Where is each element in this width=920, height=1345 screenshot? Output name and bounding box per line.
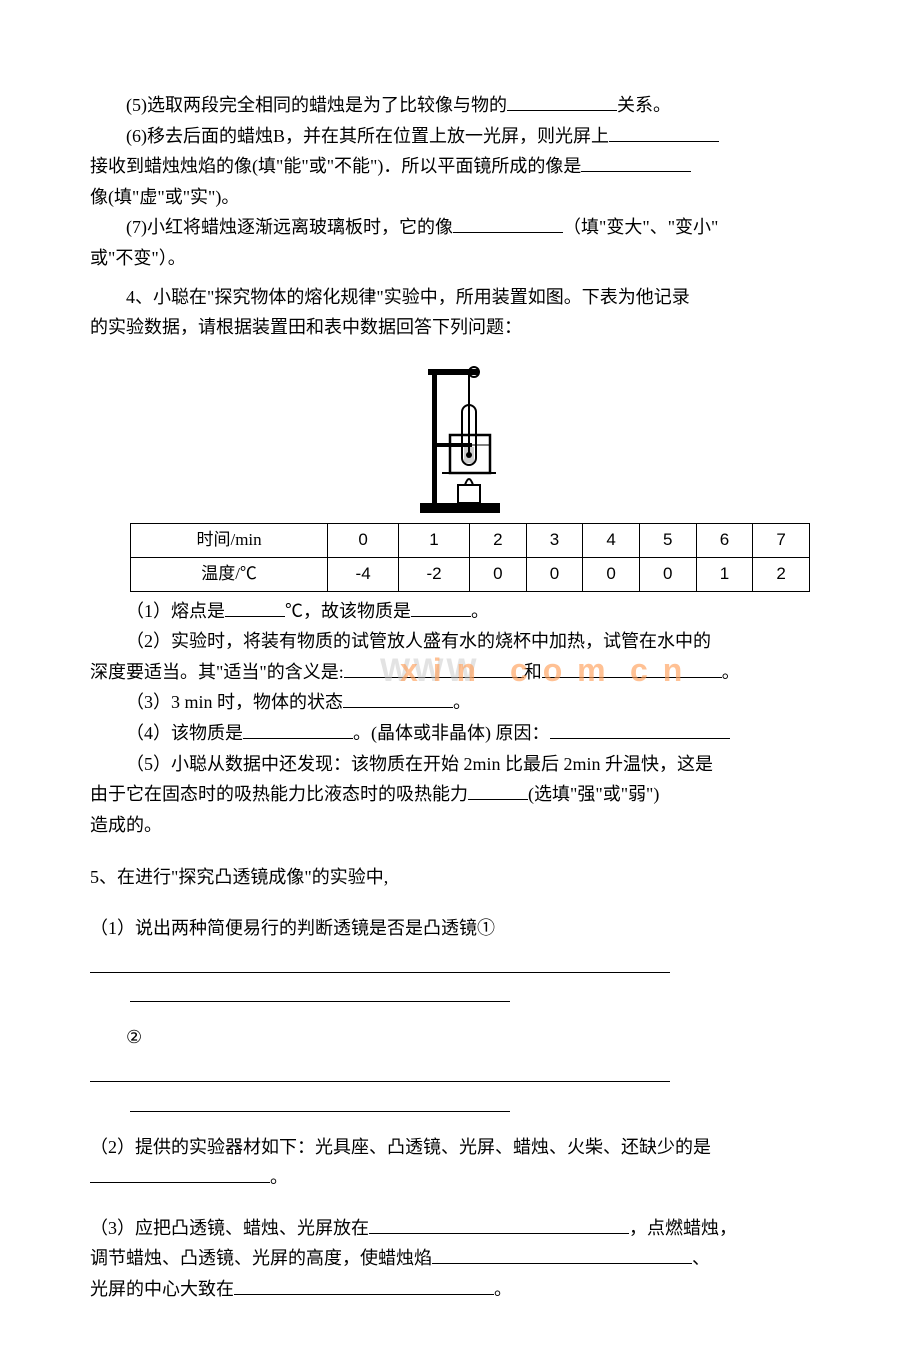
q5-3b: ，点燃蜡烛，	[629, 1218, 737, 1238]
q6a: (6)移去后面的蜡烛B，并在其所在位置上放一光屏，则光屏上	[126, 126, 609, 146]
q4-3: （3）3 min 时，物体的状态 。	[90, 687, 830, 718]
q4-2d: 。	[722, 662, 740, 682]
q4-1: （1）熔点是 ℃，故该物质是 。	[90, 596, 830, 627]
q4-3a: （3）3 min 时，物体的状态	[126, 692, 343, 712]
blank-q6a[interactable]	[609, 122, 719, 142]
blank-q4-4b[interactable]	[550, 719, 730, 739]
q5-3c: 调节蜡烛、凸透镜、光屏的高度，使蜡烛焰	[90, 1248, 432, 1268]
q4-5d: 造成的。	[90, 810, 830, 841]
cell: 0	[583, 557, 640, 591]
q7c: 或"不变"）。	[90, 248, 186, 268]
blank-q4-2b[interactable]	[344, 658, 524, 678]
cell: 0	[526, 557, 583, 591]
q4-2a: （2）实验时，将装有物质的试管放人盛有水的烧杯中加热，试管在水中的	[90, 626, 830, 657]
q6-line-c: 像(填"虚"或"实")。	[90, 182, 830, 213]
cell: -2	[399, 557, 470, 591]
table-row: 温度/℃ -4 -2 0 0 0 0 1 2	[131, 557, 810, 591]
cell: 1	[399, 523, 470, 557]
q5-text: (5)选取两段完全相同的蜡烛是为了比较像与物的	[126, 95, 507, 115]
q5-3d: 、	[692, 1248, 710, 1268]
q4-4: （4）该物质是 。(晶体或非晶体) 原因：	[90, 718, 830, 749]
q5-suffix: 关系。	[617, 95, 671, 115]
blank-line-1[interactable]	[90, 949, 670, 972]
cell: 4	[583, 523, 640, 557]
q7b: （填"变大"、"变小"	[563, 217, 718, 237]
cell: 6	[696, 523, 753, 557]
blank-q4-5[interactable]	[468, 780, 528, 800]
q4-4b: 。(晶体或非晶体) 原因：	[353, 723, 550, 743]
blank-q6b[interactable]	[581, 152, 691, 172]
cell: 7	[753, 523, 810, 557]
blank-q5-3c[interactable]	[432, 1245, 692, 1265]
blank-q5-3e[interactable]	[234, 1275, 494, 1295]
cell: 3	[526, 523, 583, 557]
apparatus-svg	[400, 355, 520, 515]
q5-3e-line: 光屏的中心大致在 。	[90, 1274, 830, 1305]
q4-2b: 深度要适当。其"适当"的含义是:	[90, 662, 344, 682]
blank-line-4[interactable]	[130, 1088, 510, 1111]
blank-q7[interactable]	[453, 214, 563, 234]
cell: 0	[328, 523, 399, 557]
q6-line-b: 接收到蜡烛烛焰的像(填"能"或"不能")．所以平面镜所成的像是	[90, 151, 830, 182]
blank-line-2[interactable]	[130, 979, 510, 1002]
q4-1c: 。	[471, 601, 489, 621]
q5-3a-line: （3）应把凸透镜、蜡烛、光屏放在 ，点燃蜡烛，	[90, 1213, 830, 1244]
row-header-temp: 温度/℃	[131, 557, 328, 591]
blank-q4-2b2[interactable]	[542, 658, 722, 678]
q6c: 像(填"虚"或"实")。	[90, 187, 239, 207]
q5-3e: 光屏的中心大致在	[90, 1279, 234, 1299]
q6-line-a: (6)移去后面的蜡烛B，并在其所在位置上放一光屏，则光屏上	[90, 121, 830, 152]
q4-5a: （5）小聪从数据中还发现：该物质在开始 2min 比最后 2min 升温快，这是	[90, 749, 830, 780]
q4-5b-line: 由于它在固态时的吸热能力比液态时的吸热能力 (选填"强"或"弱")	[90, 779, 830, 810]
blank-q4-1b[interactable]	[411, 597, 471, 617]
cell: 5	[639, 523, 696, 557]
q5-3c-line: 调节蜡烛、凸透镜、光屏的高度，使蜡烛焰 、	[90, 1243, 830, 1274]
blank-line-3[interactable]	[90, 1059, 670, 1082]
cell: 1	[696, 557, 753, 591]
cell: 0	[639, 557, 696, 591]
q4-5b: 由于它在固态时的吸热能力比液态时的吸热能力	[90, 784, 468, 804]
q5-1: （1）说出两种简便易行的判断透镜是否是凸透镜①	[90, 913, 830, 944]
cell: 0	[469, 557, 526, 591]
q4-intro-a: 4、小聪在"探究物体的熔化规律"实验中，所用装置如图。下表为他记录	[90, 282, 830, 313]
cell: 2	[753, 557, 810, 591]
q4-1b: ℃，故该物质是	[285, 601, 411, 621]
q5-line: (5)选取两段完全相同的蜡烛是为了比较像与物的 关系。	[90, 90, 830, 121]
q7a: (7)小红将蜡烛逐渐远离玻璃板时，它的像	[126, 217, 453, 237]
blank-q5-2[interactable]	[90, 1163, 270, 1183]
data-table: 时间/min 0 1 2 3 4 5 6 7 温度/℃ -4 -2 0 0 0 …	[130, 523, 810, 592]
q4-2b-line: 深度要适当。其"适当"的含义是: 和 。	[90, 657, 830, 688]
q4-3b: 。	[453, 692, 471, 712]
q4-5c: (选填"强"或"弱")	[528, 784, 659, 804]
q4-intro-b: 的实验数据，请根据装置田和表中数据回答下列问题：	[90, 312, 830, 343]
q5-3a: （3）应把凸透镜、蜡烛、光屏放在	[90, 1218, 369, 1238]
cell: -4	[328, 557, 399, 591]
q5-3f: 。	[494, 1279, 512, 1299]
blank-q4-4a[interactable]	[243, 719, 353, 739]
table-row: 时间/min 0 1 2 3 4 5 6 7	[131, 523, 810, 557]
q5-circ2: ②	[90, 1022, 830, 1053]
q4-2c: 和	[524, 662, 542, 682]
q4-4a: （4）该物质是	[126, 723, 243, 743]
q5-title: 5、在进行"探究凸透镜成像"的实验中,	[90, 862, 830, 893]
blank-q4-3[interactable]	[343, 689, 453, 709]
blank-q5[interactable]	[507, 91, 617, 111]
q4-1a: （1）熔点是	[126, 601, 225, 621]
q7-line-c: 或"不变"）。	[90, 243, 830, 274]
q5-2: （2）提供的实验器材如下：光具座、凸透镜、光屏、蜡烛、火柴、还缺少的是	[90, 1132, 830, 1163]
q6b: 接收到蜡烛烛焰的像(填"能"或"不能")．所以平面镜所成的像是	[90, 156, 581, 176]
blank-q5-3a[interactable]	[369, 1214, 629, 1234]
q5-2b: 。	[270, 1167, 288, 1187]
q7-line-a: (7)小红将蜡烛逐渐远离玻璃板时，它的像 （填"变大"、"变小"	[90, 212, 830, 243]
q5-2b-line: 。	[90, 1162, 830, 1193]
row-header-time: 时间/min	[131, 523, 328, 557]
cell: 2	[469, 523, 526, 557]
apparatus-image	[90, 355, 830, 515]
blank-q4-1a[interactable]	[225, 597, 285, 617]
